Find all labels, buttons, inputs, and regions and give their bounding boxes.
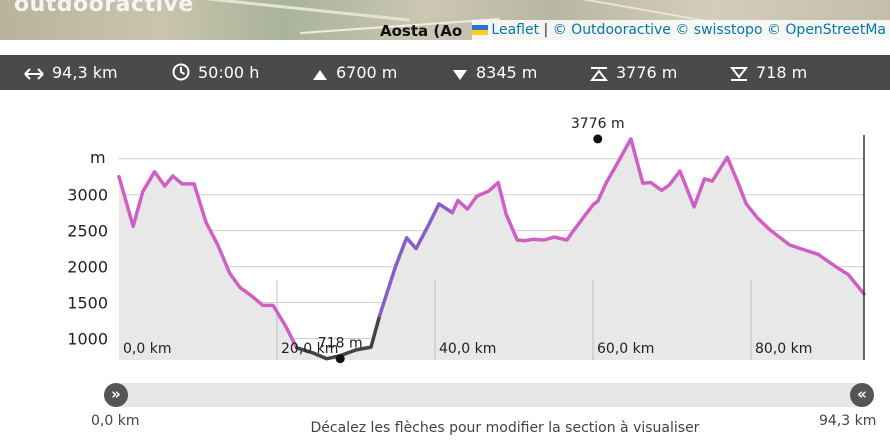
attribution-separator: | (539, 22, 553, 38)
stat-distance-value: 94,3 km (52, 63, 118, 82)
x-tick-label: 60,0 km (597, 341, 654, 357)
range-start-handle[interactable]: « (104, 383, 128, 407)
stat-descent: 8345 m (452, 55, 537, 90)
max-altitude-marker (593, 134, 603, 144)
elevation-profile-chart[interactable]: 1000 1500 2000 2500 3000 0,0 km 20,0 km 40,0 k… (0, 110, 890, 370)
stat-min-altitude-value: 718 m (756, 63, 808, 82)
stat-distance: 94,3 km (24, 55, 118, 90)
stat-min-altitude: 718 m (729, 55, 808, 90)
x-tick-label: 40,0 km (439, 341, 496, 357)
max-altitude-label: 3776 m (571, 116, 625, 132)
y-tick-label: 2500 (67, 222, 108, 241)
stat-ascent: 6700 m (312, 55, 397, 90)
ascent-triangle-icon (313, 70, 327, 80)
stat-ascent-value: 6700 m (336, 63, 398, 82)
min-altitude-label: 718 m (318, 336, 363, 352)
chart-x-tick-labels: 0,0 km 20,0 km 40,0 km 60,0 km 80,0 km (123, 341, 812, 357)
y-tick-label: 2000 (67, 258, 108, 277)
y-axis-unit: m (90, 148, 106, 167)
ukraine-flag-icon (472, 25, 489, 35)
range-end-handle[interactable]: « (850, 383, 874, 407)
y-tick-label: 1500 (67, 294, 108, 313)
profile-segment-steep (117, 169, 299, 350)
slider-hint: Décalez les flèches pour modifier la sec… (310, 420, 700, 436)
profile-segment-climb (377, 202, 455, 318)
x-tick-label: 80,0 km (755, 341, 812, 357)
range-slider-track[interactable] (104, 383, 874, 407)
map-preview[interactable]: outdooractive Aosta (Ao Leaflet | © Outd… (0, 0, 890, 40)
x-tick-label: 20,0 km (281, 341, 338, 357)
chart-annotations: 3776 m 718 m (318, 116, 625, 364)
map-attribution: Leaflet | © Outdooractive © swisstopo © … (472, 20, 890, 40)
tour-stats-bar: 94,3 km 50:00 h 6700 m 8345 m 3776 m 718… (0, 55, 890, 90)
double-chevron-right-icon: « (111, 385, 121, 403)
distance-arrows-icon (24, 68, 44, 80)
stat-descent-value: 8345 m (476, 63, 538, 82)
max-altitude-icon (589, 67, 609, 81)
profile-segment-steep (450, 137, 866, 296)
attribution-credits-link[interactable]: © Outdooractive © swisstopo © OpenStreet… (552, 22, 886, 38)
double-chevron-left-icon: « (857, 385, 867, 403)
descent-triangle-icon (453, 70, 467, 80)
clock-icon (172, 63, 190, 81)
range-start-label: 0,0 km (91, 413, 140, 429)
map-city-label: Aosta (Ao (380, 22, 463, 40)
brand-watermark: outdooractive (14, 0, 194, 17)
stat-max-altitude-value: 3776 m (616, 63, 678, 82)
chart-y-tick-labels: 1000 1500 2000 2500 3000 (67, 186, 108, 349)
y-tick-label: 3000 (67, 186, 108, 205)
leaflet-link[interactable]: Leaflet (491, 22, 540, 38)
range-end-label: 94,3 km (819, 413, 877, 429)
y-tick-label: 1000 (67, 329, 108, 348)
chart-x-gridlines (276, 280, 752, 360)
stat-max-altitude: 3776 m (589, 55, 678, 90)
min-altitude-marker (335, 354, 345, 364)
min-altitude-icon (729, 67, 749, 81)
x-tick-label: 0,0 km (123, 341, 171, 357)
stat-duration-value: 50:00 h (198, 63, 260, 82)
stat-duration: 50:00 h (172, 55, 259, 90)
elevation-area-fill (119, 138, 864, 360)
